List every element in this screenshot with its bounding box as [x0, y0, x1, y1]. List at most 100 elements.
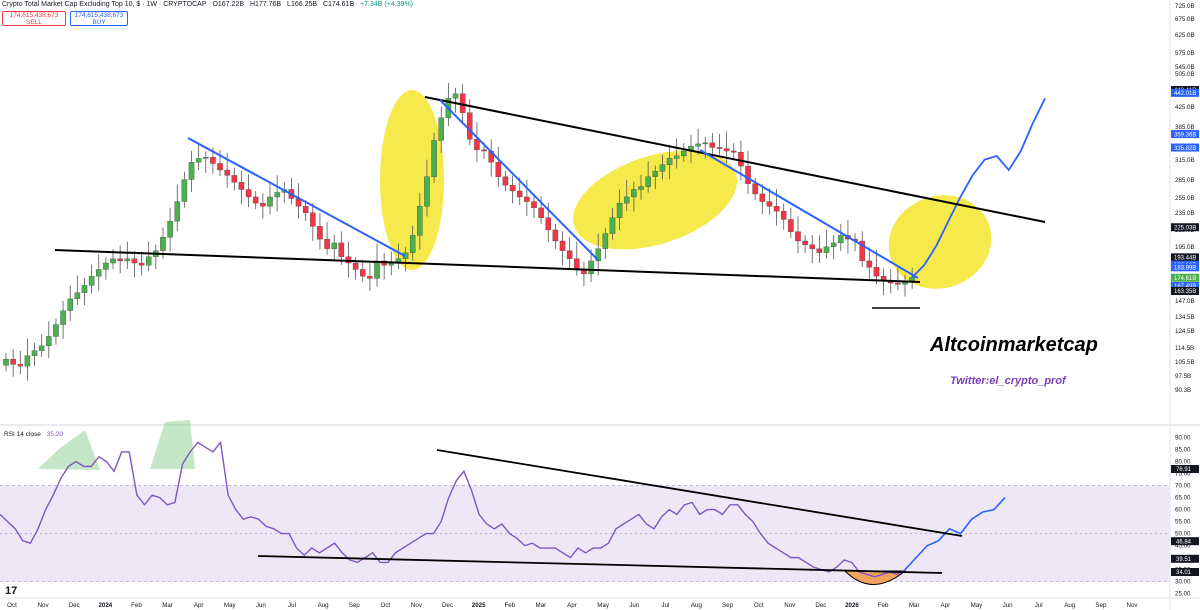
rsi-value: 35.20 — [46, 431, 63, 438]
twitter-handle-annotation: Twitter:el_crypto_prof — [950, 375, 1066, 387]
time-tick-label: Jul — [1035, 602, 1043, 609]
candle-body — [731, 150, 737, 153]
rsi-label: RSI 14 close — [4, 431, 41, 438]
time-tick-label: Nov — [411, 602, 423, 609]
candle-body — [595, 248, 601, 262]
time-tick-label: Jun — [1003, 602, 1014, 609]
rsi-label-tag — [1171, 554, 1199, 563]
rsi-tick-label: 60.00 — [1175, 507, 1191, 514]
price-tick-label: 385.0B — [1175, 124, 1195, 131]
time-tick-label: Feb — [504, 602, 515, 609]
rsi-tick-label: 90.00 — [1175, 435, 1191, 442]
candle-body — [238, 182, 245, 190]
rsi-tick-label: 85.00 — [1175, 447, 1191, 454]
price-tick-label: 575.0B — [1175, 50, 1195, 57]
time-tick-label: Nov — [38, 602, 50, 609]
candle-body — [245, 189, 252, 198]
price-projection-line — [911, 97, 1046, 278]
candle-body — [438, 117, 444, 141]
rsi-resistance-trendline — [436, 449, 963, 537]
candle-body — [759, 193, 766, 202]
price-label-tag — [1171, 282, 1199, 291]
time-tick-label: May — [224, 602, 237, 609]
candle-body — [53, 324, 59, 337]
rsi-tick-label: 45.00 — [1175, 543, 1191, 550]
candle-body — [260, 202, 266, 207]
candle-body — [795, 231, 801, 242]
candle-body — [545, 217, 552, 231]
candle-body — [417, 206, 423, 236]
candle-body — [467, 112, 473, 140]
rsi-label-text: 46.84 — [1176, 539, 1192, 545]
sell-label: SELL — [26, 19, 42, 26]
time-tick-label: Sep — [349, 602, 361, 609]
rsi-overbought-fill — [150, 420, 195, 469]
price-label-tag — [1171, 130, 1199, 139]
time-tick-label: Apr — [567, 602, 577, 609]
candle-body — [352, 262, 359, 270]
buy-value: 174,615,438,673 — [74, 12, 124, 19]
downtrend-line-3 — [699, 149, 919, 279]
candle-body — [17, 364, 24, 367]
candle-body — [452, 93, 459, 99]
candle-body — [31, 350, 38, 356]
candle-body — [374, 260, 380, 279]
rsi-tick-label: 80.00 — [1175, 459, 1191, 466]
candle-body — [38, 345, 45, 351]
candle-body — [788, 219, 794, 232]
tradingview-logo-icon: 17 — [5, 585, 18, 597]
price-tick-label: 315.0B — [1175, 157, 1195, 164]
rsi-tick-label: 25.00 — [1175, 591, 1191, 598]
candle-body — [866, 260, 873, 268]
candle-body — [3, 358, 9, 366]
rsi-tick-label: 55.00 — [1175, 519, 1191, 526]
ohlc-low: L166.25B — [287, 1, 318, 8]
rsi-line — [0, 440, 906, 578]
candle-body — [145, 256, 152, 266]
candle-body — [602, 233, 609, 249]
buy-label: BUY — [92, 19, 106, 26]
rsi-tick-label: 75.00 — [1175, 471, 1191, 478]
candle-body — [103, 262, 109, 270]
buy-button[interactable]: 174,615,438,673 BUY — [70, 11, 128, 26]
candle-body — [623, 196, 630, 204]
price-tick-label: 90.3B — [1175, 387, 1191, 394]
sell-button[interactable]: 174,615,438,673 SELL — [2, 11, 66, 26]
price-label-tag — [1171, 143, 1199, 152]
ohlc-open: O167.22B — [212, 1, 244, 8]
candle-body — [367, 276, 373, 279]
candle-body — [88, 276, 95, 286]
candle-body — [181, 179, 188, 202]
time-tick-label: Feb — [878, 602, 889, 609]
time-tick-label: 2026 — [845, 602, 859, 609]
rsi-overbought-fill — [38, 430, 100, 470]
candle-body — [752, 183, 758, 195]
rsi-label-tag — [1171, 465, 1199, 473]
candle-body — [195, 158, 202, 163]
rsi-label-text: 76.91 — [1176, 467, 1192, 473]
rsi-oversold-bowl — [843, 570, 907, 585]
candle-body — [830, 242, 837, 247]
price-label-text: 183.99B — [1174, 266, 1196, 272]
highlight-ellipse — [380, 90, 444, 270]
candle-body — [802, 240, 808, 245]
candle-body — [909, 277, 915, 281]
price-label-text: 359.36B — [1174, 132, 1196, 138]
candle-body — [495, 162, 502, 177]
candle-body — [431, 140, 437, 177]
downtrend-line-2 — [439, 99, 599, 261]
rsi-tick-label: 50.00 — [1175, 531, 1191, 538]
candle-body — [210, 157, 216, 164]
candle-body — [538, 207, 544, 218]
rsi-label-tag — [1171, 568, 1199, 576]
candle-body — [317, 226, 323, 240]
candle-body — [474, 139, 480, 150]
candle-body — [424, 176, 430, 207]
candle-body — [638, 186, 644, 190]
candle-body — [60, 310, 66, 325]
candle-body — [559, 240, 566, 251]
time-tick-label: Jun — [629, 602, 640, 609]
candle-body — [616, 202, 623, 218]
candle-body — [631, 189, 637, 198]
